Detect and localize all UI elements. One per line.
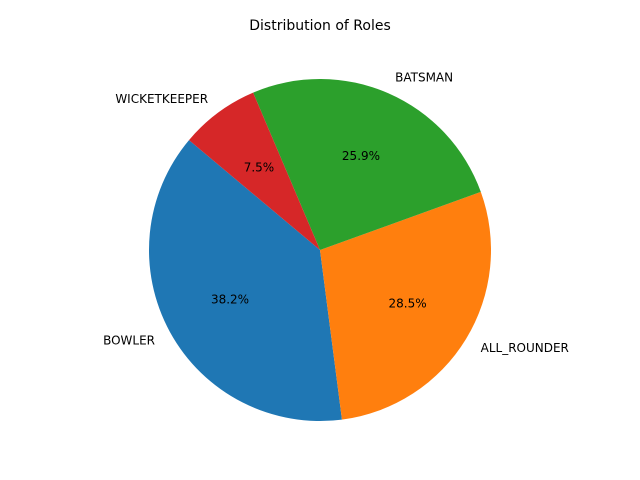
pie-labels: BOWLER 38.2% ALL_ROUNDER 28.5% BATSMAN 25.9% W…	[103, 71, 569, 355]
slice-percent-bowler: 38.2%	[211, 292, 249, 306]
pie-slice-wicketkeeper	[189, 92, 320, 250]
slice-percent-all-rounder: 28.5%	[389, 296, 427, 310]
chart-title: Distribution of Roles	[249, 18, 391, 34]
slice-percent-batsman: 25.9%	[342, 149, 380, 163]
slice-label-wicketkeeper: WICKETKEEPER	[115, 92, 208, 106]
pie-slice-batsman	[253, 79, 481, 250]
slice-label-bowler: BOWLER	[103, 333, 155, 347]
slice-label-all-rounder: ALL_ROUNDER	[481, 341, 569, 355]
pie-slice-all-rounder	[320, 191, 491, 420]
pie-slices	[149, 79, 491, 421]
slice-label-batsman: BATSMAN	[395, 71, 453, 85]
slice-percent-wicketkeeper: 7.5%	[244, 161, 275, 175]
pie-slice-bowler	[149, 140, 342, 421]
